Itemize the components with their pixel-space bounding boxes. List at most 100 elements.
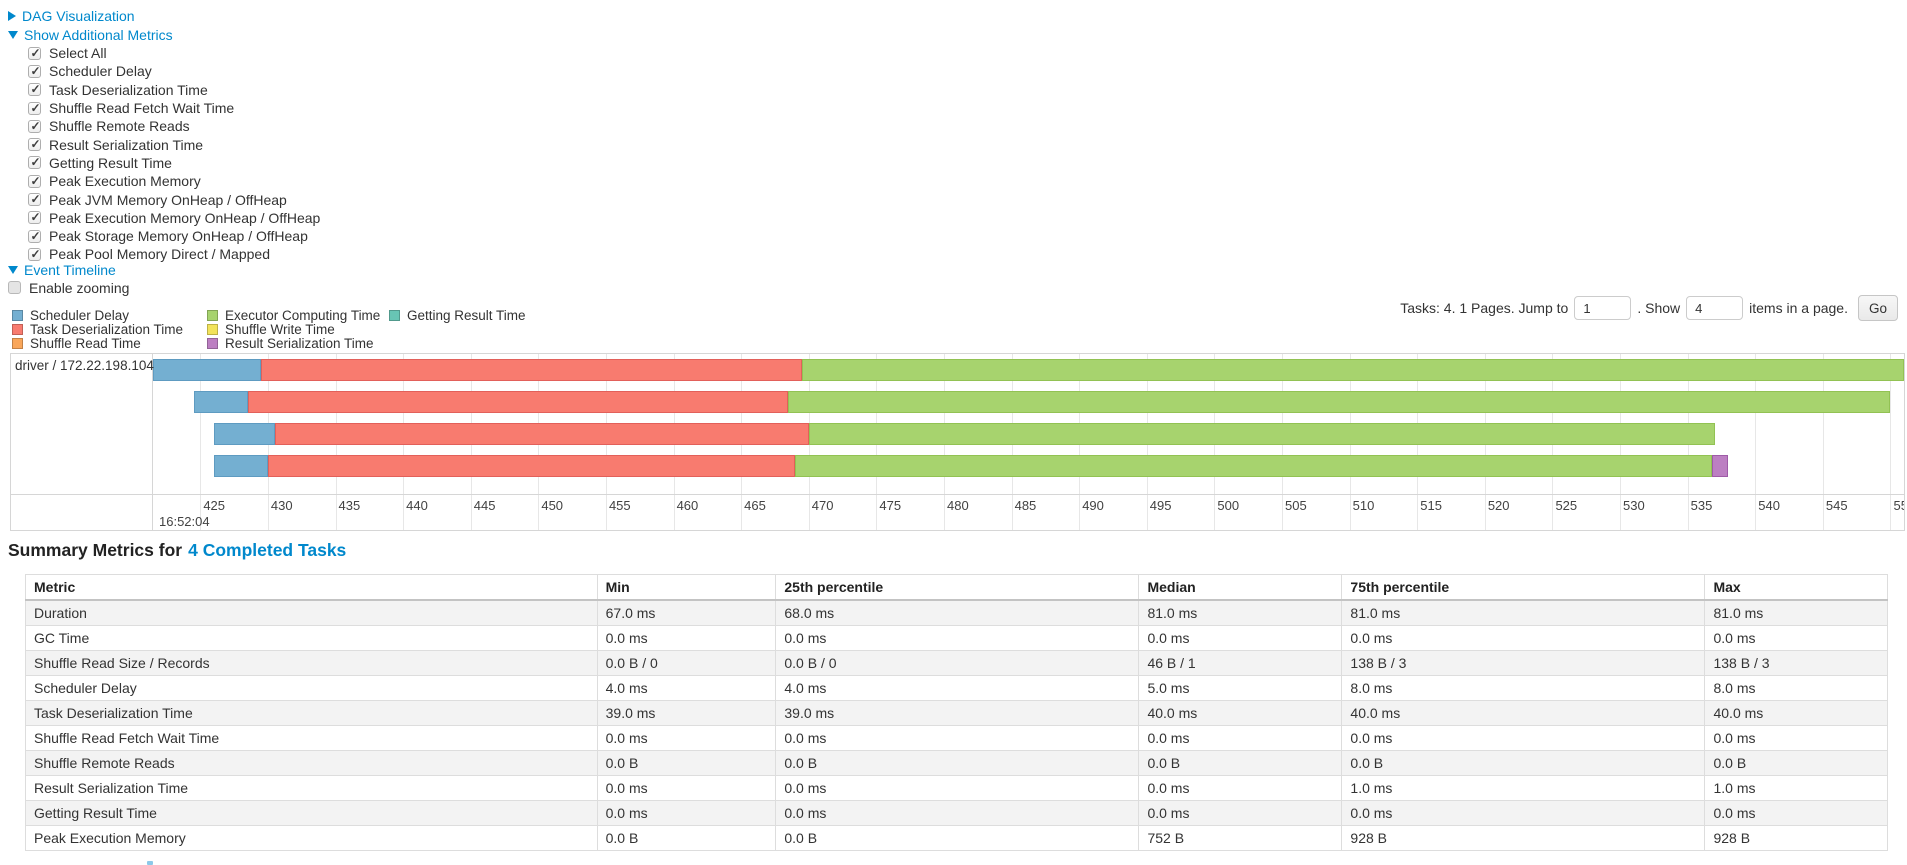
- metric-checkbox[interactable]: [28, 210, 41, 225]
- enable-zooming-checkbox[interactable]: [8, 281, 21, 294]
- axis-tick-label: 505: [1285, 498, 1307, 513]
- task-bar-segment-executor-computing[interactable]: [788, 391, 1891, 413]
- summary-table-body: Duration 67.0 ms 68.0 ms 81.0 ms 81.0 ms 81.0…: [25, 599, 1888, 851]
- metric-value-cell: 67.0 ms: [596, 599, 777, 626]
- metric-value-cell: 0.0 ms: [775, 775, 1140, 801]
- legend-swatch-icon: [12, 309, 23, 321]
- axis-tick-label: 545: [1825, 498, 1848, 513]
- metric-checkbox-row: Peak Execution Memory: [28, 172, 320, 190]
- metric-value-cell: 0.0 ms: [1138, 800, 1343, 826]
- metric-name-cell: Shuffle Read Size / Records: [25, 650, 598, 676]
- task-bar-segment-executor-computing[interactable]: [795, 455, 1712, 477]
- legend-item: Result Serialization Time: [207, 336, 380, 351]
- metric-value-cell: 0.0 B: [596, 825, 777, 851]
- metric-value-cell: 0.0 ms: [1704, 800, 1888, 826]
- metric-value-cell: 0.0 ms: [1341, 725, 1706, 751]
- task-bar-segment-scheduler-delay[interactable]: [153, 359, 262, 381]
- metric-checkbox[interactable]: [28, 137, 41, 152]
- summary-table-row: Scheduler Delay 4.0 ms 4.0 ms 5.0 ms 8.0 ms 8…: [25, 675, 1888, 701]
- metric-name-cell: Shuffle Remote Reads: [25, 750, 598, 776]
- metric-checkbox[interactable]: [28, 64, 41, 78]
- go-button[interactable]: Go: [1857, 295, 1898, 321]
- dag-visualization-toggle[interactable]: DAG Visualization: [8, 7, 135, 24]
- task-bar-segment-task-deserialization[interactable]: [261, 359, 802, 381]
- metric-checkbox[interactable]: [28, 155, 41, 170]
- task-bar-segment-executor-computing[interactable]: [808, 423, 1715, 445]
- task-bar-segment-result-serialization[interactable]: [1711, 455, 1729, 477]
- items-per-page-input[interactable]: [1686, 296, 1744, 320]
- metric-checkbox[interactable]: [28, 119, 41, 133]
- metric-value-cell: 5.0 ms: [1138, 675, 1343, 701]
- task-bar-segment-task-deserialization[interactable]: [247, 391, 789, 413]
- legend-label: Shuffle Write Time: [225, 321, 335, 337]
- next-section-arrow-icon-clipped: [147, 861, 153, 865]
- metric-value-cell: 0.0 B / 0: [775, 650, 1140, 676]
- completed-tasks-link[interactable]: 4 Completed Tasks: [188, 540, 347, 560]
- metric-name-cell: Peak Execution Memory: [25, 825, 598, 851]
- legend-swatch-icon: [207, 309, 218, 321]
- metric-value-cell: 8.0 ms: [1704, 675, 1888, 701]
- metric-checkbox[interactable]: [28, 101, 41, 115]
- metric-value-cell: 0.0 ms: [775, 725, 1140, 751]
- summary-column-header: Min: [596, 574, 777, 601]
- task-bar-segment-scheduler-delay[interactable]: [193, 391, 248, 413]
- axis-tick-label: 500: [1217, 498, 1240, 513]
- task-bar-segment-scheduler-delay[interactable]: [213, 423, 275, 445]
- event-timeline-toggle[interactable]: Event Timeline: [8, 261, 116, 278]
- summary-table-row: Getting Result Time 0.0 ms 0.0 ms 0.0 ms 0.0…: [25, 800, 1888, 826]
- summary-table-row: Shuffle Remote Reads 0.0 B 0.0 B 0.0 B 0.0 B…: [25, 750, 1888, 776]
- timeline-axis: 16:52:04 425 430 435 440 445 450 455 460 465 470 4…: [153, 495, 1904, 530]
- metric-checkbox-row: Getting Result Time: [28, 154, 320, 172]
- gridline: [1890, 354, 1892, 530]
- axis-tick-label: 495: [1149, 498, 1172, 513]
- metric-value-cell: 928 B: [1704, 825, 1888, 851]
- summary-table-row: Shuffle Read Size / Records 0.0 B / 0 0.0 …: [25, 650, 1888, 676]
- task-bar-segment-scheduler-delay[interactable]: [213, 455, 268, 477]
- metric-checkbox[interactable]: [28, 46, 41, 60]
- metric-checkbox-label: Result Serialization Time: [49, 136, 204, 153]
- legend-label: Scheduler Delay: [30, 307, 130, 323]
- metric-checkbox-row: Shuffle Read Fetch Wait Time: [28, 99, 320, 117]
- pagination-items-text: items in a page.: [1749, 300, 1848, 316]
- metric-value-cell: 0.0 ms: [775, 800, 1140, 826]
- legend-item: Executor Computing Time: [207, 308, 380, 323]
- expanded-arrow-icon: [8, 265, 18, 274]
- axis-tick-label: 445: [473, 498, 496, 513]
- metric-checkbox-label: Peak Storage Memory OnHeap / OffHeap: [49, 228, 308, 245]
- show-additional-metrics-toggle[interactable]: Show Additional Metrics: [8, 26, 173, 43]
- metric-checkbox[interactable]: [28, 192, 41, 207]
- axis-tick-label: 455: [608, 498, 631, 513]
- summary-column-header: 25th percentile: [775, 574, 1140, 601]
- dag-visualization-label: DAG Visualization: [22, 7, 135, 24]
- metric-value-cell: 0.0 B: [1704, 750, 1888, 776]
- summary-table-header-row: Metric Min 25th percentile Median 75th perce…: [25, 574, 1888, 601]
- metric-checkbox[interactable]: [28, 82, 41, 97]
- executor-label: driver / 172.22.198.104: [15, 358, 154, 373]
- metric-value-cell: 0.0 ms: [1138, 775, 1343, 801]
- metric-checkbox-label: Peak Execution Memory OnHeap / OffHeap: [49, 209, 321, 226]
- metric-value-cell: 4.0 ms: [596, 675, 777, 701]
- metric-checkbox-row: Scheduler Delay: [28, 62, 320, 80]
- summary-table-row: Peak Execution Memory 0.0 B 0.0 B 752 B 928 …: [25, 825, 1888, 851]
- task-bar-segment-task-deserialization[interactable]: [274, 423, 809, 445]
- metric-value-cell: 928 B: [1341, 825, 1706, 851]
- legend-column: Executor Computing Time Shuffle Write Tim…: [207, 308, 380, 351]
- metric-value-cell: 0.0 ms: [1341, 800, 1706, 826]
- jump-to-page-input[interactable]: [1574, 296, 1632, 320]
- metric-checkbox[interactable]: [28, 229, 41, 243]
- collapsed-arrow-icon: [8, 10, 16, 21]
- task-bar-segment-task-deserialization[interactable]: [267, 455, 796, 477]
- axis-tick-label: 535: [1690, 498, 1713, 513]
- legend-column: Scheduler Delay Task Deserialization Time…: [12, 308, 183, 351]
- metric-checkbox[interactable]: [28, 174, 41, 188]
- metric-value-cell: 8.0 ms: [1341, 675, 1706, 701]
- axis-tick-label: 485: [1014, 498, 1037, 513]
- legend-item: Getting Result Time: [389, 308, 526, 323]
- metric-value-cell: 40.0 ms: [1138, 700, 1343, 726]
- axis-tick-label: 540: [1758, 498, 1780, 513]
- task-bar-segment-executor-computing[interactable]: [802, 359, 1904, 381]
- metric-checkbox-row: Shuffle Remote Reads: [28, 117, 320, 135]
- metric-checkbox[interactable]: [28, 247, 41, 261]
- summary-table-row: Task Deserialization Time 39.0 ms 39.0 ms 4…: [25, 700, 1888, 726]
